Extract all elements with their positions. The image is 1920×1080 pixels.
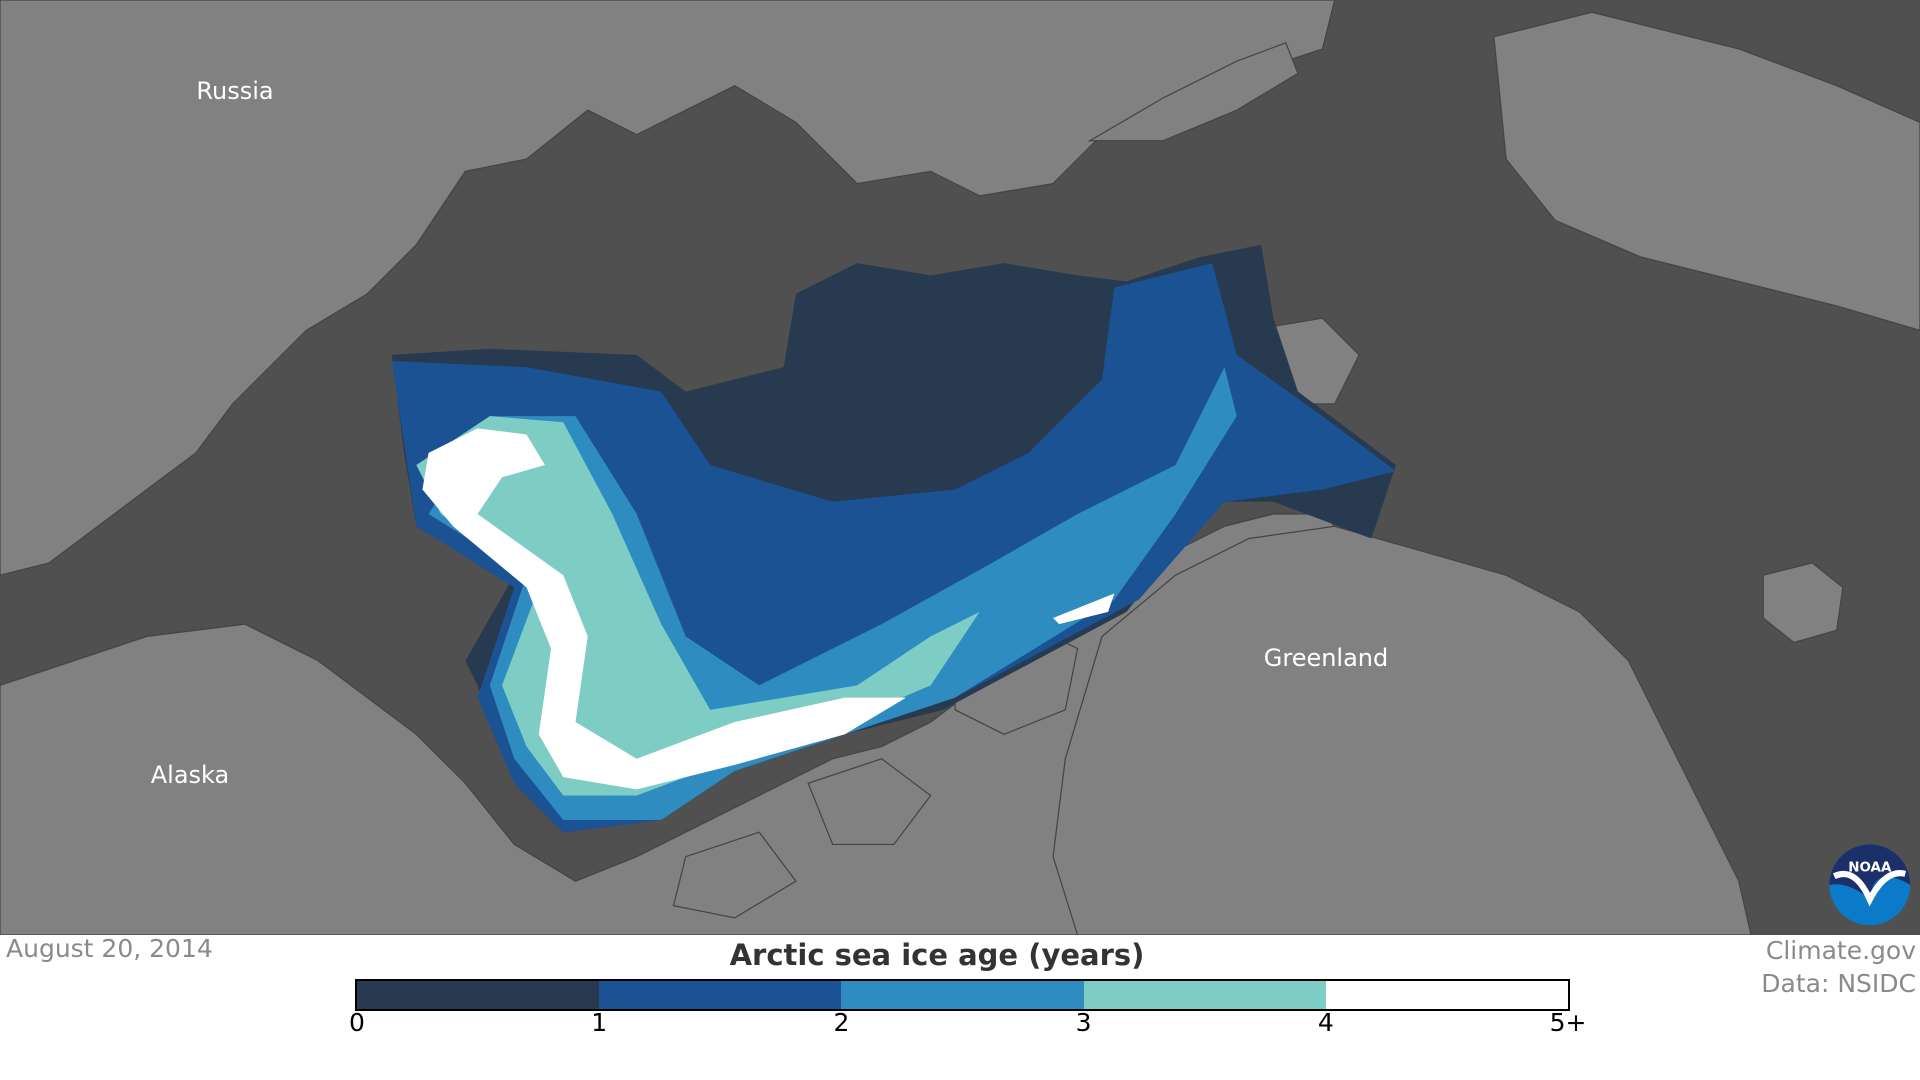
svg-text:NOAA: NOAA: [1848, 860, 1892, 875]
colorbar-bin: [1083, 981, 1326, 1009]
land-alaska: [0, 513, 1348, 935]
ice-age-4-5plus-edge: [1053, 593, 1115, 625]
credit-source: Climate.gov: [1765, 936, 1916, 965]
colorbar-tick-label: 4: [1317, 1008, 1334, 1037]
land-iceland: [1762, 562, 1844, 644]
credits: Climate.gov Data: NSIDC: [1761, 934, 1916, 1000]
colorbar-bin: [841, 981, 1084, 1009]
label-russia: Russia: [196, 77, 274, 105]
colorbar-bin: [1325, 981, 1569, 1009]
colorbar: [355, 979, 1570, 1011]
colorbar-bin: [357, 981, 600, 1009]
colorbar-bin: [599, 981, 842, 1009]
colorbar-tick-label: 1: [591, 1008, 608, 1037]
land-scandinavia: [1493, 11, 1920, 332]
colorbar-tick-label: 3: [1075, 1008, 1092, 1037]
sea-ice: [391, 244, 1396, 833]
colorbar-tick-label: 2: [833, 1008, 850, 1037]
colorbar-tick-label: 5+: [1549, 1008, 1587, 1037]
legend-title: Arctic sea ice age (years): [729, 938, 1145, 972]
land-novaya-zemlya: [1087, 42, 1299, 142]
noaa-logo: NOAA: [1829, 844, 1911, 926]
label-alaska: Alaska: [150, 761, 230, 789]
colorbar-tick-label: 0: [349, 1008, 365, 1037]
ice-age-4-5plus: [422, 428, 907, 790]
label-greenland: Greenland: [1263, 644, 1389, 672]
land-greenland: [1052, 525, 1752, 935]
date-label: August 20, 2014: [6, 934, 213, 963]
arctic-map: NOAA: [0, 0, 1920, 935]
credit-data: Data: NSIDC: [1761, 969, 1916, 998]
